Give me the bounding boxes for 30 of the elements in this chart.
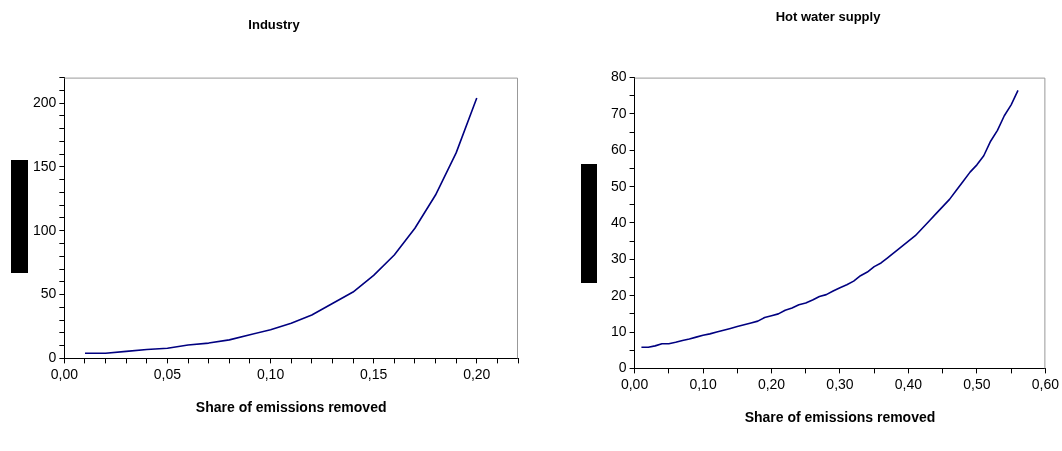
- y-tick-label: 60: [610, 141, 627, 158]
- x-tick-label: 0,00: [620, 375, 649, 392]
- x-tick-label: 0,60: [1031, 375, 1060, 392]
- y-tick-label: 50: [40, 285, 57, 302]
- x-tick-label: 0,20: [463, 365, 491, 382]
- x-tick-label: 0,50: [963, 375, 991, 392]
- chart-title: Industry: [248, 17, 301, 33]
- chart-title: Hot water supply: [775, 9, 882, 25]
- x-axis-title: Share of emissions removed: [195, 399, 387, 416]
- y-tick-label: 100: [33, 221, 57, 238]
- y-tick-label: 50: [610, 177, 627, 194]
- x-tick-label: 0,10: [689, 375, 717, 392]
- y-tick-label: 150: [33, 157, 57, 174]
- y-tick-label: 70: [610, 104, 627, 121]
- y-tick-label: 20: [610, 286, 627, 303]
- x-axis-title: Share of emissions removed: [744, 409, 936, 426]
- x-tick-label: 0,30: [826, 375, 854, 392]
- y-tick-label: 0: [618, 359, 627, 376]
- y-tick-label: 80: [610, 68, 627, 85]
- y-tick-label: 10: [610, 322, 627, 339]
- y-tick-label: 0: [48, 349, 57, 366]
- x-tick-label: 0,05: [153, 365, 182, 382]
- y-tick-label: 200: [33, 93, 57, 110]
- x-tick-label: 0,20: [757, 375, 786, 392]
- x-tick-label: 0,00: [50, 365, 79, 382]
- x-tick-label: 0,15: [360, 365, 388, 382]
- y-tick-label: 30: [610, 250, 627, 267]
- x-tick-label: 0,40: [894, 375, 923, 392]
- x-tick-label: 0,10: [256, 365, 285, 382]
- y-tick-label: 40: [610, 213, 627, 230]
